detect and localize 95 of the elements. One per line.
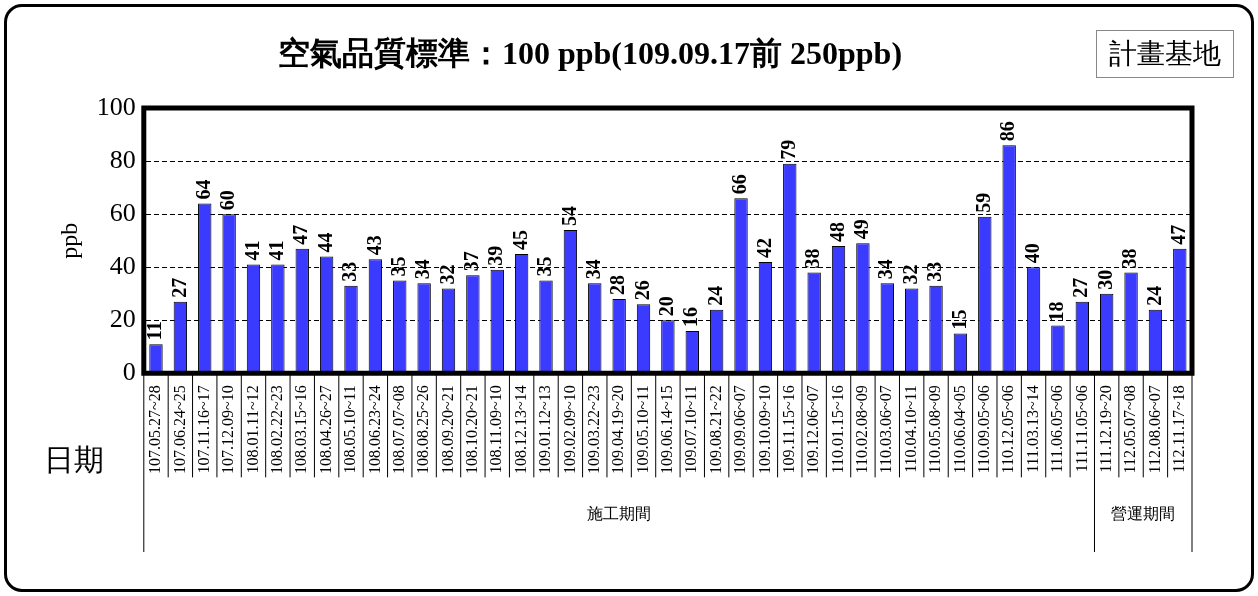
data-label: 28 [606, 275, 629, 296]
x-tick-label: 109.01.12~13 [536, 385, 554, 474]
x-tick-label: 108.04.26~27 [316, 385, 334, 474]
y-axis-title: ppb [55, 222, 82, 259]
x-tick-label: 109.09.06~07 [731, 385, 749, 474]
data-label: 34 [581, 259, 604, 280]
x-tick-label: 107.05.27~28 [146, 385, 164, 474]
data-label: 20 [655, 296, 678, 317]
data-label: 33 [338, 261, 361, 282]
data-label: 35 [533, 256, 556, 277]
data-label: 34 [411, 259, 434, 280]
x-tick-label: 109.10.09~10 [755, 385, 773, 474]
data-label: 37 [460, 251, 483, 272]
data-label: 27 [1069, 277, 1092, 298]
data-label: 33 [923, 261, 946, 282]
x-tick-label: 111.06.05~06 [1048, 385, 1066, 473]
data-label: 11 [143, 321, 166, 341]
data-label: 48 [825, 221, 848, 242]
x-tick-label: 110.03.06~07 [877, 385, 895, 474]
x-tick-label: 109.05.10~11 [633, 385, 651, 474]
data-label: 45 [508, 229, 531, 250]
data-label: 64 [191, 179, 214, 200]
data-label: 43 [362, 235, 385, 256]
x-tick-label: 108.10.20~21 [463, 385, 481, 474]
data-label: 44 [313, 232, 336, 253]
data-label: 39 [484, 245, 507, 266]
x-tick-label: 108.09.20~21 [438, 385, 456, 474]
data-label: 38 [1118, 248, 1141, 269]
x-tick-label: 108.02.22~23 [268, 385, 286, 474]
x-tick-label: 107.06.24~25 [170, 385, 188, 474]
x-tick-label: 108.12.13~14 [511, 385, 529, 474]
y-tick-label: 60 [109, 197, 136, 227]
data-label: 24 [703, 285, 726, 306]
data-label: 35 [386, 256, 409, 277]
x-tick-label: 109.03.22~23 [584, 385, 602, 474]
x-tick-label: 109.07.10~11 [682, 385, 700, 474]
data-label: 40 [1020, 243, 1043, 264]
text: 施工期間 [587, 503, 652, 523]
data-label: 24 [1142, 285, 1165, 306]
data-label: 79 [776, 139, 799, 160]
data-label: 18 [1045, 301, 1068, 322]
x-tick-label: 110.12.05~06 [999, 385, 1017, 474]
x-tick-label: 108.07.07~08 [389, 385, 407, 474]
x-tick-label: 110.02.08~09 [853, 385, 871, 474]
x-axis-title: 日期 [44, 442, 104, 478]
x-tick-label: 109.12.06~07 [804, 385, 822, 474]
x-tick-label: 111.11.05~06 [1072, 385, 1090, 473]
data-label: 38 [801, 248, 824, 269]
x-tick-label: 109.11.15~16 [779, 385, 797, 474]
data-label: 26 [630, 280, 653, 301]
data-label: 42 [752, 237, 775, 258]
x-tick-label: 109.06.14~15 [658, 385, 676, 474]
x-tick-label: 108.01.11~12 [243, 385, 261, 474]
data-label: 47 [1166, 224, 1189, 245]
x-tick-label: 109.08.21~22 [706, 385, 724, 474]
data-label: 41 [265, 240, 288, 261]
data-label: 47 [289, 224, 312, 245]
data-label: 60 [216, 190, 239, 211]
y-tick-label: 40 [109, 251, 136, 281]
x-tick-label: 109.04.19~20 [609, 385, 627, 474]
data-label: 34 [874, 259, 897, 280]
text: 計畫基地 [1096, 30, 1234, 78]
data-label: 86 [996, 121, 1019, 142]
x-tick-label: 110.06.04~05 [950, 385, 968, 474]
x-tick-label: 112.05.07~08 [1121, 385, 1139, 474]
x-tick-label: 111.12.19~20 [1096, 385, 1114, 473]
x-tick-label: 110.05.08~09 [926, 385, 944, 474]
x-tick-label: 110.04.10~11 [901, 385, 919, 473]
data-label: 30 [1093, 269, 1116, 290]
x-tick-label: 111.03.13~14 [1023, 385, 1041, 473]
x-tick-label: 109.02.09~10 [560, 385, 578, 474]
x-tick-label: 108.03.15~16 [292, 385, 310, 474]
x-tick-label: 112.08.06~07 [1145, 385, 1163, 474]
chart-title: 空氣品質標準：100 ppb(109.09.17前 250ppb) [276, 34, 904, 73]
x-tick-label: 112.11.17~18 [1170, 385, 1188, 473]
y-tick-label: 80 [109, 144, 136, 174]
data-label: 66 [728, 174, 751, 195]
y-tick-label: 0 [122, 357, 136, 387]
y-tick-label: 100 [96, 91, 136, 121]
x-tick-label: 107.12.09~10 [219, 385, 237, 474]
y-tick-label: 20 [109, 304, 136, 334]
x-tick-label: 108.05.10~11 [341, 385, 359, 474]
data-label: 41 [240, 240, 263, 261]
x-tick-label: 108.08.25~26 [414, 385, 432, 474]
data-label: 54 [557, 206, 580, 227]
data-label: 49 [850, 219, 873, 240]
x-tick-label: 108.06.23~24 [365, 385, 383, 474]
text: 營運期間 [1111, 503, 1176, 523]
data-label: 59 [971, 192, 994, 213]
x-tick-label: 110.09.05~06 [975, 385, 992, 474]
data-label: 27 [167, 277, 190, 298]
x-tick-label: 110.01.15~16 [828, 385, 846, 474]
x-tick-label: 108.11.09~10 [487, 385, 505, 474]
data-label: 15 [947, 309, 970, 330]
x-tick-label: 107.11.16~17 [194, 385, 212, 474]
